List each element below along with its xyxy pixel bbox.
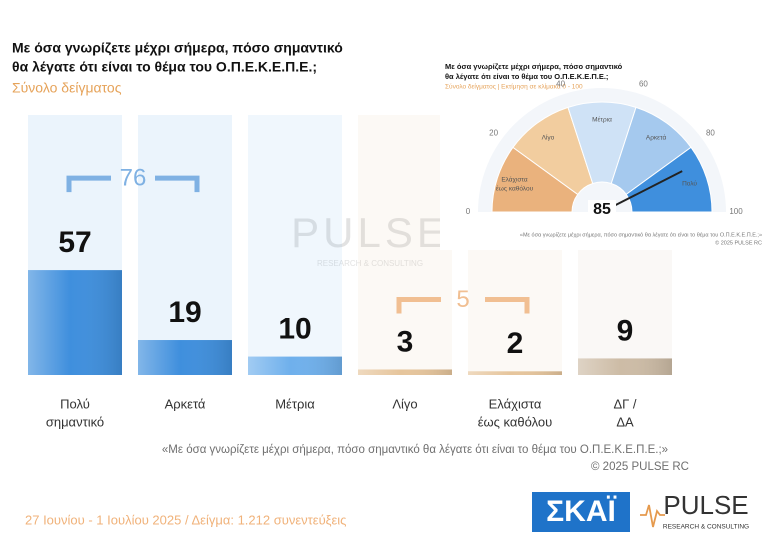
bar-shade — [138, 340, 232, 375]
skai-logo: ΣΚΑΪ — [546, 495, 616, 528]
gauge-tick-label: 60 — [639, 80, 648, 89]
bar-shade — [358, 369, 452, 375]
gauge-band-label: Αρκετά — [646, 133, 667, 141]
value-label: 10 — [278, 313, 311, 346]
value-label: 2 — [507, 327, 524, 360]
x-tick-label: σημαντικό — [46, 414, 104, 429]
gauge-band-label: Ελάχιστα — [501, 175, 528, 183]
chart-title: θα λέγατε ότι είναι το θέμα του Ο.Π.Ε.Κ.… — [12, 59, 317, 75]
bar-shade — [578, 358, 672, 375]
x-tick-label: Μέτρια — [275, 396, 315, 411]
gauge-note: «Με όσα γνωρίζετε μέχρι σήμερα, πόσο σημ… — [520, 231, 762, 238]
x-tick-label: Λίγο — [392, 396, 417, 411]
pulse-logo-wave — [640, 504, 665, 528]
value-label: 3 — [397, 325, 414, 358]
x-tick-label: ΔΑ — [616, 414, 634, 429]
gauge-needle — [614, 170, 683, 207]
chart-title: Με όσα γνωρίζετε μέχρι σήμερα, πόσο σημα… — [12, 40, 343, 56]
gauge-tick-label: 80 — [706, 128, 715, 137]
pulse-logo: PULSE — [663, 490, 748, 520]
x-tick-label: ΔΓ / — [613, 396, 636, 411]
gauge-band-label: Μέτρια — [592, 116, 612, 124]
gauge-value: 85 — [593, 201, 611, 218]
gauge-subtitle: Σύνολο δείγματος | Εκτίμηση σε κλίμακα 0… — [445, 83, 583, 91]
column-background — [138, 115, 232, 375]
value-label: 19 — [168, 296, 201, 329]
watermark: PULSE — [291, 209, 449, 256]
annotation-bracket — [396, 296, 530, 314]
column-background — [248, 115, 342, 375]
bar-shade — [248, 356, 342, 375]
chart-source: © 2025 PULSE RC — [591, 461, 689, 473]
annotation-label: 5 — [456, 286, 469, 313]
chart-note: «Με όσα γνωρίζετε μέχρι σήμερα, πόσο σημ… — [162, 444, 668, 456]
x-tick-label: Αρκετά — [165, 396, 206, 411]
gauge-band-label: Πολύ — [682, 179, 697, 187]
gauge-tick-label: 0 — [466, 207, 471, 216]
chart-subtitle: Σύνολο δείγματος — [12, 80, 122, 96]
bar-shade — [28, 270, 122, 375]
gauge-title: θα λέγατε ότι είναι το θέμα του Ο.Π.Ε.Κ.… — [445, 72, 608, 81]
skai-logo-box — [532, 492, 630, 532]
value-label: 57 — [58, 226, 91, 259]
value-label: 9 — [617, 314, 634, 347]
gauge-chart: Με όσα γνωρίζετε μέχρι σήμερα, πόσο σημα… — [440, 56, 766, 250]
footer-text: 27 Ιουνίου - 1 Ιουλίου 2025 / Δείγμα: 1.… — [25, 512, 346, 527]
gauge-value-bg — [588, 200, 616, 220]
gauge-tick-label: 100 — [729, 207, 743, 216]
x-tick-label: Πολύ — [60, 396, 90, 411]
column-background — [358, 115, 452, 375]
x-tick-label: έως καθόλου — [478, 414, 553, 429]
gauge-title: Με όσα γνωρίζετε μέχρι σήμερα, πόσο σημα… — [445, 62, 623, 71]
gauge-tick-label: 40 — [556, 80, 565, 89]
x-tick-label: Ελάχιστα — [489, 396, 542, 411]
annotation-label: 76 — [120, 164, 147, 191]
gauge-tick-label: 20 — [489, 128, 498, 137]
pulse-logo-sub: RESEARCH & CONSULTING — [663, 524, 749, 531]
gauge-source: © 2025 PULSE RC — [715, 239, 762, 246]
annotation-bracket — [66, 175, 200, 193]
gauge-band-label: έως καθόλου — [496, 184, 534, 192]
watermark-sub: RESEARCH & CONSULTING — [317, 259, 423, 268]
gauge-band-label: Λίγο — [542, 133, 555, 141]
bar-shade — [468, 371, 562, 375]
